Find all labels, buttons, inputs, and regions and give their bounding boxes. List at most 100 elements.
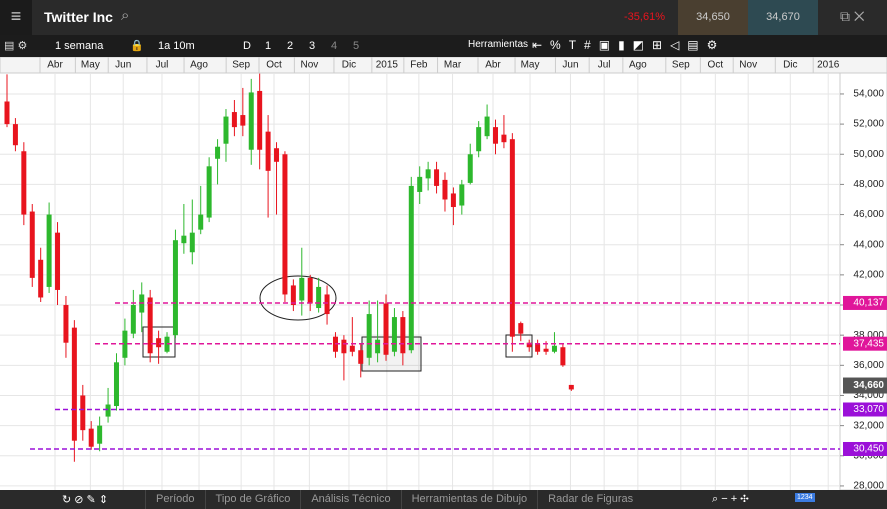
x-tick-label: Oct — [266, 60, 282, 71]
top-bar: ≡ Twitter Inc ⌕ -35,61% 34,650 34,670 ⧉ … — [0, 0, 887, 35]
level-tag — [843, 336, 887, 351]
bottom-bar: ↻ ⊘ ✎ ⇕ Período Tipo de Gráfico Análisis T… — [0, 490, 887, 509]
candle-body — [425, 169, 431, 179]
x-tick-label: Jun — [562, 60, 578, 71]
candle-body — [206, 166, 212, 218]
candle-body — [122, 330, 128, 358]
badge[interactable]: 1234 — [795, 493, 815, 502]
candle-body — [459, 184, 465, 206]
candle-body — [476, 127, 482, 152]
x-tick-label: 2015 — [376, 60, 399, 71]
candle-body — [417, 176, 423, 192]
candle-body — [231, 112, 237, 128]
candle-body — [400, 317, 406, 354]
level-button[interactable]: 2 — [287, 40, 294, 52]
candle-body — [156, 338, 162, 348]
menu-icon[interactable]: ≡ — [0, 0, 32, 35]
zoom-icons[interactable]: ⌕ − + ✣ — [712, 493, 749, 505]
candle-body — [29, 211, 35, 278]
candle-body — [189, 232, 195, 253]
candle-body — [181, 235, 187, 244]
tab[interactable]: Análisis Técnico — [300, 490, 400, 509]
change: -35,61% — [624, 11, 665, 23]
x-tick-label: Ago — [190, 60, 208, 71]
window-icons[interactable]: ⧉ ✕ — [840, 8, 865, 24]
tab[interactable]: Período — [145, 490, 205, 509]
level-button[interactable]: 1 — [265, 40, 272, 52]
tab[interactable]: Tipo de Gráfico — [204, 490, 301, 509]
candle-body — [265, 131, 271, 171]
candle-body — [21, 151, 27, 215]
candle-body — [341, 339, 347, 354]
candle-body — [484, 116, 490, 137]
levels: 1 2 3 4 5 — [265, 40, 375, 52]
candle-body — [55, 232, 61, 290]
candle-body — [130, 305, 136, 334]
y-tick-label: 32,000 — [853, 420, 884, 431]
y-tick-label: 54,000 — [853, 89, 884, 100]
candle-body — [391, 317, 397, 352]
last-price-tag — [843, 377, 887, 394]
x-tick-label: Dic — [783, 60, 797, 71]
x-tick-label: Feb — [410, 60, 428, 71]
x-tick-label: Abr — [485, 60, 501, 71]
candle-body — [408, 185, 414, 351]
candle-body — [349, 345, 355, 352]
candle-body — [501, 134, 507, 143]
tab[interactable]: Herramientas de Dibujo — [400, 490, 538, 509]
search-icon[interactable]: ⌕ — [121, 7, 130, 24]
candle-body — [535, 344, 541, 352]
instrument-title: Twitter Inc — [44, 9, 113, 25]
axis-background — [0, 57, 887, 74]
candle-body — [450, 193, 456, 208]
candle-body — [215, 146, 221, 159]
y-tick-label: 36,000 — [853, 360, 884, 371]
x-tick-label: 2016 — [817, 60, 840, 71]
candle-body — [240, 115, 246, 126]
y-tick-label: 42,000 — [853, 270, 884, 281]
x-tick-label: Ago — [629, 60, 647, 71]
candle-body — [568, 384, 574, 390]
period[interactable]: 1 semana — [55, 40, 104, 52]
candle-body — [172, 240, 178, 336]
tab[interactable]: Radar de Figuras — [537, 490, 643, 509]
candle-body — [97, 425, 103, 444]
candle-body — [46, 214, 52, 287]
tool-icons[interactable]: ⇤%T#▣▮◩⊞◁▤⚙ — [532, 38, 726, 52]
candle-body — [4, 101, 10, 125]
level-button[interactable]: 5 — [353, 40, 360, 52]
candle-body — [257, 90, 263, 150]
x-tick-label: Jul — [598, 60, 611, 71]
lock-icon[interactable]: 🔒 — [130, 40, 144, 52]
last-price-label: 34,660 — [853, 380, 884, 391]
candle-body — [442, 179, 448, 200]
annotation-box — [505, 334, 533, 358]
y-tick-label: 48,000 — [853, 179, 884, 190]
level-tag — [843, 295, 887, 310]
y-tick-label: 50,000 — [853, 149, 884, 160]
x-tick-label: Nov — [739, 60, 757, 71]
candle-body — [324, 294, 330, 315]
level-button[interactable]: 3 — [309, 40, 316, 52]
range[interactable]: 1a 10m — [158, 40, 195, 52]
candle-body — [105, 404, 111, 417]
toolbar: ▤ ⚙ 1 semana 🔒 1a 10m D 1 2 3 4 5 Herramient… — [0, 35, 887, 57]
candle-body — [467, 154, 473, 183]
d-button[interactable]: D — [243, 40, 251, 52]
level-label: 40,137 — [853, 298, 884, 309]
candle-body — [493, 127, 499, 144]
y-tick-label: 44,000 — [853, 239, 884, 250]
sell-price[interactable]: 34,650 — [678, 0, 748, 35]
candle-body — [509, 139, 515, 337]
settings-icon[interactable]: ▤ ⚙ — [4, 40, 28, 52]
bottom-icons[interactable]: ↻ ⊘ ✎ ⇕ — [62, 494, 109, 506]
candle-body — [88, 428, 94, 447]
level-button[interactable]: 4 — [331, 40, 338, 52]
candle-body — [12, 124, 18, 146]
buy-price[interactable]: 34,670 — [748, 0, 818, 35]
candle-body — [358, 350, 364, 364]
x-tick-label: Oct — [708, 60, 724, 71]
y-tick-label: 38,000 — [853, 330, 884, 341]
y-tick-label: 46,000 — [853, 209, 884, 220]
